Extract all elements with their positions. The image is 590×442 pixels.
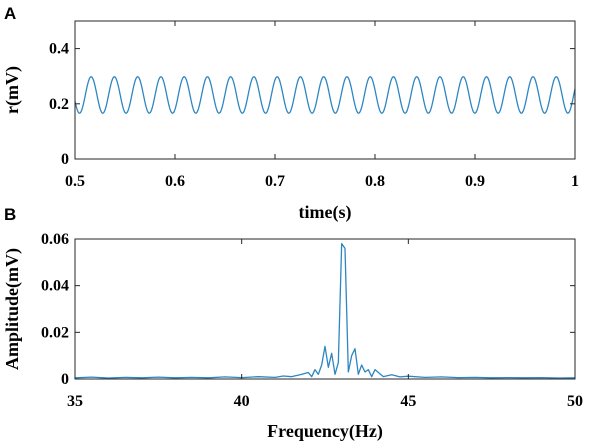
panel-letter: B	[4, 205, 16, 224]
y-tick-label: 0	[61, 151, 69, 168]
x-tick-label: 0.9	[465, 173, 485, 190]
chart-panel-a: A 0.5 0.6 0.7 0.8 0.9 1 0 0.2 0.4 time(s) r(mV)	[2, 4, 579, 223]
plot-frame	[74, 20, 576, 160]
series-line	[74, 243, 576, 379]
y-axis-label: Amplitude(mV)	[2, 248, 23, 370]
y-tick-label: 0.02	[41, 324, 69, 341]
y-tick-label: 0	[61, 371, 69, 388]
x-tick-label: 50	[567, 393, 583, 410]
x-tick-label: 0.7	[265, 173, 285, 190]
series-line	[74, 76, 576, 114]
y-tick-label: 0.4	[49, 41, 69, 58]
y-axis-label: r(mV)	[2, 66, 23, 114]
y-tick-label: 0.06	[41, 231, 69, 248]
x-axis-label: time(s)	[299, 202, 352, 223]
x-axis-label: Frequency(Hz)	[267, 421, 383, 442]
x-tick-label: 45	[400, 393, 416, 410]
panel-letter: A	[4, 4, 16, 23]
plot-frame	[74, 238, 576, 380]
x-tick-label: 40	[234, 393, 250, 410]
chart-panel-b: B 35 40 45 50 0 0.02 0.04 0.06 Frequency(Hz) Ampli…	[2, 205, 583, 442]
x-tick-label: 0.8	[365, 173, 385, 190]
x-tick-label: 35	[67, 393, 83, 410]
y-tick-label: 0.2	[49, 96, 69, 113]
x-tick-label: 1	[571, 173, 579, 190]
x-tick-label: 0.6	[165, 173, 185, 190]
x-tick-label: 0.5	[65, 173, 85, 190]
y-tick-label: 0.04	[41, 278, 69, 295]
